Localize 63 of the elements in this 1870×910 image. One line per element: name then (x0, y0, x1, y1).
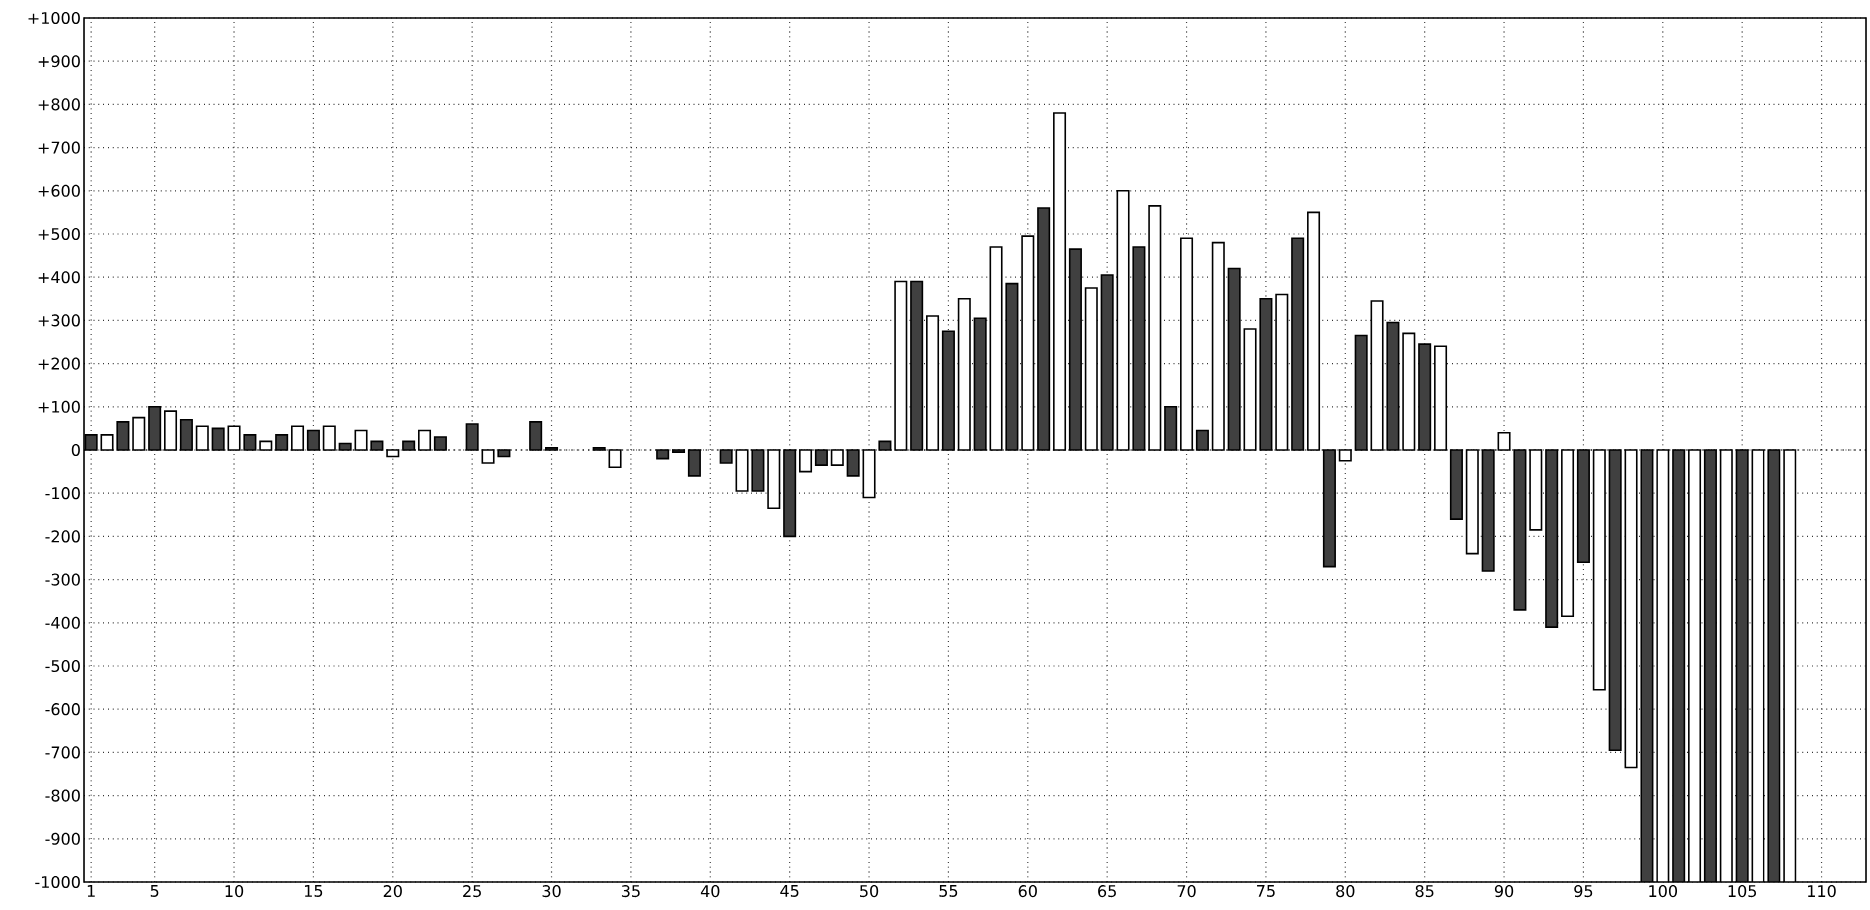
y-tick-label: +300 (38, 314, 80, 327)
x-tick-label: 35 (621, 885, 640, 898)
bar (1322, 449, 1336, 568)
x-tick-label: 65 (1098, 885, 1116, 898)
x-tick-label: 5 (150, 885, 159, 897)
bar (354, 429, 368, 451)
y-tick-label: +200 (38, 357, 80, 370)
x-tick-label: 15 (304, 885, 323, 897)
x-tick-label: 100 (1649, 885, 1678, 898)
bar (1005, 282, 1019, 451)
x-tick-label: 50 (860, 885, 879, 898)
x-tick-label: 45 (780, 885, 799, 897)
x-tick-label: 30 (542, 885, 561, 898)
x-tick-label: 60 (1018, 885, 1037, 898)
x-tick-label: 1 (87, 885, 95, 897)
x-tick-label: 25 (463, 885, 481, 898)
y-tick-label: +400 (38, 271, 80, 284)
x-tick-label: 70 (1177, 885, 1196, 898)
y-tick-label: +500 (38, 227, 80, 241)
bar (1227, 267, 1241, 451)
y-tick-label: -100 (45, 487, 80, 500)
bar (529, 421, 543, 451)
bar (910, 280, 924, 451)
bar (195, 425, 209, 451)
bar (1402, 332, 1416, 451)
y-tick-label: +900 (38, 55, 80, 68)
bar (275, 434, 289, 451)
bar (370, 440, 384, 451)
x-tick-label: 105 (1728, 885, 1757, 898)
x-tick-label: 55 (939, 885, 958, 897)
bar (1068, 248, 1082, 451)
x-tick-label: 80 (1336, 885, 1355, 898)
bar (846, 449, 860, 477)
y-tick-label: +100 (38, 400, 80, 413)
bar (1481, 449, 1495, 572)
y-tick-label: -300 (45, 573, 80, 586)
bar (687, 449, 701, 477)
y-tick-label: +600 (38, 184, 80, 197)
y-tick-label: 0 (71, 443, 80, 457)
x-tick-label: 10 (225, 885, 244, 898)
x-tick-label: 40 (700, 885, 720, 898)
y-tick-label: -800 (45, 789, 80, 802)
x-tick-label: 95 (1574, 885, 1593, 898)
y-tick-label: -600 (45, 703, 80, 716)
bar (100, 434, 114, 451)
bar (1561, 449, 1575, 618)
bar (751, 449, 765, 492)
bar (116, 421, 130, 451)
y-tick-label: -1000 (35, 875, 80, 889)
x-tick-label: 85 (1415, 885, 1434, 898)
x-tick-label: 20 (383, 885, 402, 898)
y-tick-label: +1000 (28, 11, 80, 25)
x-tick-label: 90 (1494, 885, 1514, 898)
y-tick-label: +700 (38, 141, 80, 154)
y-tick-label: -700 (45, 746, 80, 759)
y-tick-label: -200 (45, 530, 80, 543)
bar (1164, 405, 1178, 451)
x-tick-label: 110 (1808, 885, 1836, 898)
y-tick-label: -900 (45, 832, 80, 845)
y-tick-label: -400 (45, 616, 80, 629)
x-tick-label: 75 (1257, 885, 1275, 897)
y-tick-label: -500 (45, 659, 80, 673)
y-tick-label: +800 (38, 98, 80, 111)
